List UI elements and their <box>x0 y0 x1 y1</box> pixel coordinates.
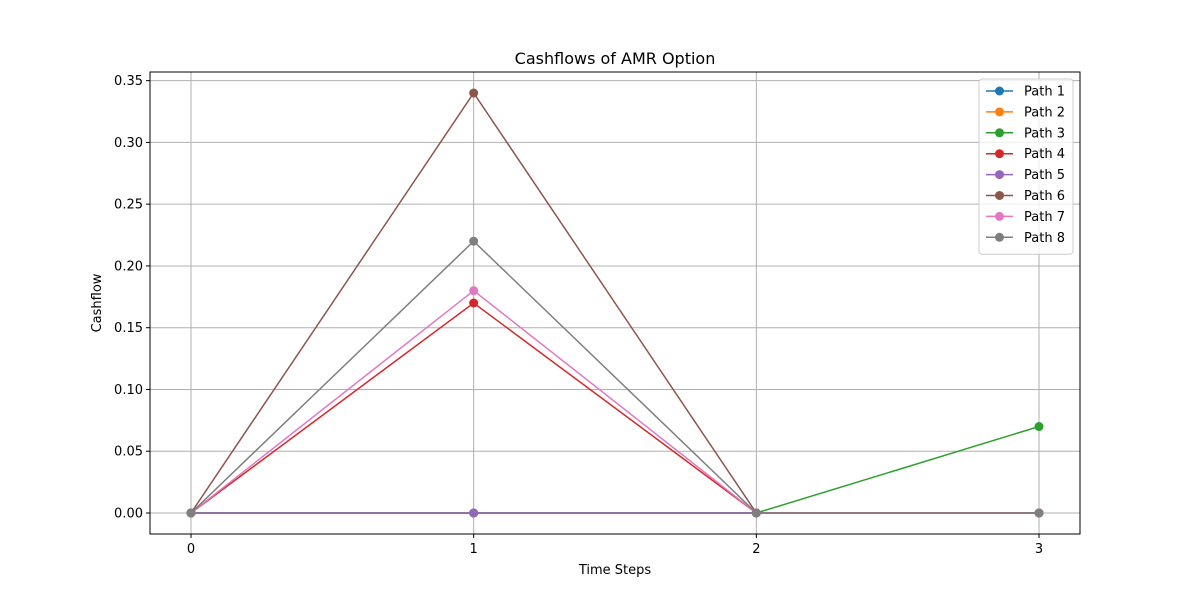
legend-label: Path 2 <box>1024 105 1065 120</box>
data-point <box>469 508 479 518</box>
data-point <box>1034 422 1044 432</box>
data-point <box>469 88 479 98</box>
series-8 <box>186 236 1044 518</box>
legend-label: Path 6 <box>1024 189 1065 204</box>
y-axis-label: Cashflow <box>90 273 105 332</box>
y-axis-ticks: 0.00 0.05 0.10 0.15 0.20 0.25 0.30 0.35 <box>114 74 150 522</box>
series-3 <box>186 422 1044 518</box>
legend-item: Path 2 <box>986 105 1065 120</box>
y-tick-label: 0.15 <box>114 321 143 336</box>
legend-item: Path 7 <box>986 210 1065 225</box>
data-point <box>1034 508 1044 518</box>
series-layer <box>186 88 1044 518</box>
legend-swatch-marker <box>995 128 1004 138</box>
legend-label: Path 8 <box>1024 231 1065 246</box>
legend-item: Path 5 <box>986 168 1065 183</box>
legend-swatch-marker <box>995 232 1004 242</box>
chart-title: Cashflows of AMR Option <box>515 49 716 68</box>
legend-swatch-marker <box>995 211 1004 221</box>
x-tick-label: 3 <box>1035 542 1043 557</box>
series-line <box>190 302 1040 514</box>
data-point <box>469 286 479 296</box>
series-line <box>190 91 1040 514</box>
data-point <box>751 508 761 518</box>
series-4 <box>186 298 1044 518</box>
x-tick-label: 2 <box>752 542 760 557</box>
legend-swatch-marker <box>995 107 1004 117</box>
legend-item: Path 6 <box>986 189 1065 204</box>
series-7 <box>186 286 1044 518</box>
y-tick-label: 0.30 <box>114 136 143 151</box>
legend-swatch-marker <box>995 191 1004 200</box>
x-axis-ticks: 0 1 2 3 <box>187 534 1043 557</box>
data-point <box>186 508 196 518</box>
legend-item: Path 8 <box>986 231 1065 246</box>
y-tick-label: 0.10 <box>114 383 143 398</box>
legend-item: Path 3 <box>986 126 1065 141</box>
legend-swatch-marker <box>995 170 1004 180</box>
legend-label: Path 4 <box>1024 147 1065 162</box>
y-tick-label: 0.05 <box>114 445 143 460</box>
x-axis-label: Time Steps <box>578 563 652 578</box>
legend-label: Path 5 <box>1024 168 1065 183</box>
x-tick-label: 0 <box>187 542 195 557</box>
legend-label: Path 7 <box>1024 210 1065 225</box>
legend-box <box>978 78 1074 255</box>
series-6 <box>186 88 1044 518</box>
series-line <box>190 240 1040 514</box>
legend-label: Path 3 <box>1024 126 1065 141</box>
data-point <box>469 236 479 246</box>
y-tick-label: 0.20 <box>114 259 143 274</box>
data-point <box>469 298 479 308</box>
plot-frame <box>149 71 1081 535</box>
y-tick-label: 0.00 <box>114 507 143 522</box>
x-tick-label: 1 <box>470 542 478 557</box>
y-tick-label: 0.25 <box>114 198 143 213</box>
legend-item: Path 1 <box>986 85 1065 100</box>
legend: Path 1 Path 2 Path 3 Path 4 Path 5 Path 6 Path… <box>978 78 1074 255</box>
series-line <box>190 425 1040 514</box>
legend-item: Path 4 <box>986 147 1065 162</box>
legend-swatch-marker <box>995 149 1004 159</box>
legend-label: Path 1 <box>1024 85 1065 100</box>
y-tick-label: 0.35 <box>114 74 143 89</box>
legend-swatch-marker <box>995 86 1004 96</box>
